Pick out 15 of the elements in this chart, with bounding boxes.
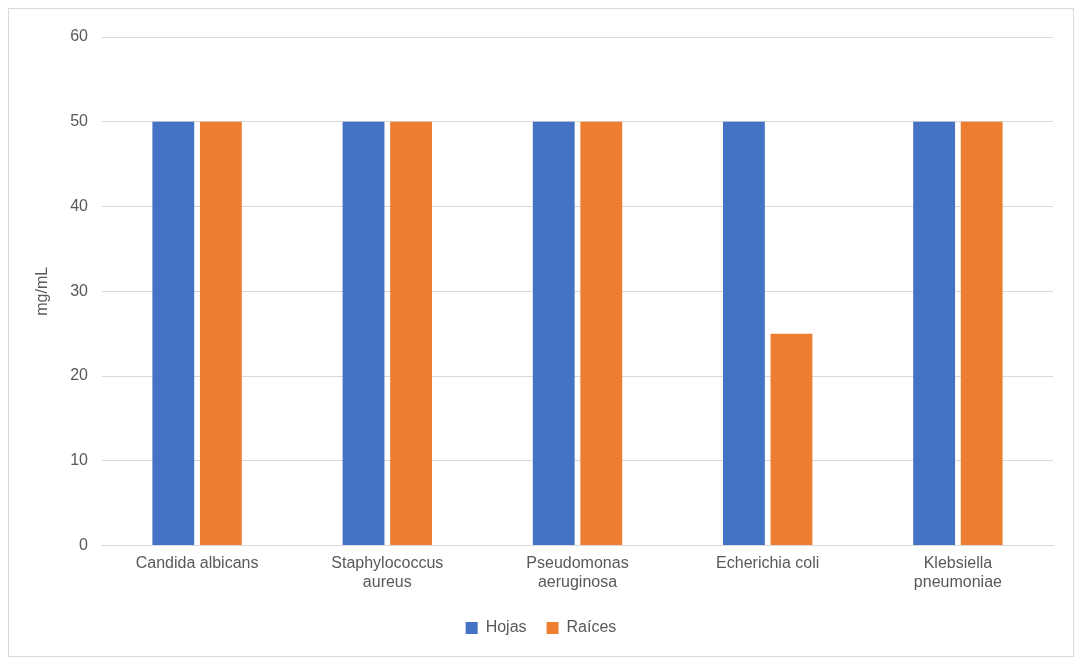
y-tick-label: 20 xyxy=(70,366,89,384)
x-tick-label: Echerichia coli xyxy=(716,553,820,571)
x-tick-label: Klebsiella pneumoniae xyxy=(913,553,1003,590)
x-tick-label: Candida albicans xyxy=(135,553,259,571)
y-axis-title: mg/mL xyxy=(33,266,51,316)
x-tick-label: Pseudomonas aeruginosa xyxy=(526,553,629,590)
y-tick-label: 40 xyxy=(70,196,89,214)
x-tick-label: Staphylococcus aureus xyxy=(331,553,444,590)
y-tick-label: 30 xyxy=(70,281,89,299)
y-tick-label: 10 xyxy=(70,451,89,469)
y-tick-label: 50 xyxy=(70,112,89,130)
y-tick-label: 60 xyxy=(70,27,89,45)
legend-label: Raíces xyxy=(566,618,617,636)
y-tick-label: 0 xyxy=(79,536,89,554)
legend-label: Hojas xyxy=(485,618,527,636)
